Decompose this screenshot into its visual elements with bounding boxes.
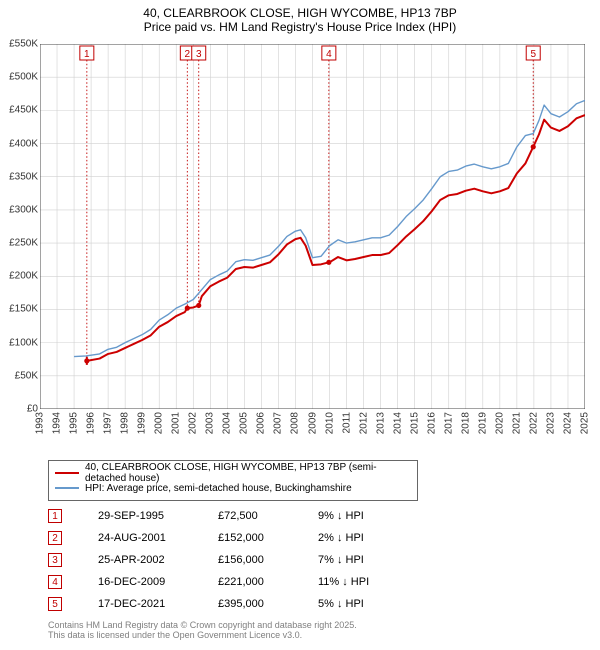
svg-text:1: 1 bbox=[84, 49, 90, 60]
x-tick-label: 2025 bbox=[580, 412, 591, 434]
cell-date: 25-APR-2002 bbox=[98, 554, 218, 566]
y-tick-label: £300K bbox=[9, 204, 38, 215]
svg-text:5: 5 bbox=[530, 49, 536, 60]
x-tick-label: 2004 bbox=[222, 412, 233, 434]
cell-price: £72,500 bbox=[218, 510, 318, 522]
x-tick-label: 2023 bbox=[545, 412, 556, 434]
marker-number-box: 3 bbox=[48, 553, 62, 567]
marker-number-box: 4 bbox=[48, 575, 62, 589]
x-tick-label: 2001 bbox=[171, 412, 182, 434]
attribution: Contains HM Land Registry data © Crown c… bbox=[48, 620, 357, 640]
title-block: 40, CLEARBROOK CLOSE, HIGH WYCOMBE, HP13… bbox=[0, 0, 600, 38]
x-tick-label: 2015 bbox=[409, 412, 420, 434]
x-tick-label: 1997 bbox=[103, 412, 114, 434]
svg-text:3: 3 bbox=[196, 49, 202, 60]
y-tick-label: £250K bbox=[9, 238, 38, 249]
y-tick-label: £500K bbox=[9, 72, 38, 83]
y-tick-label: £150K bbox=[9, 304, 38, 315]
x-tick-label: 2010 bbox=[324, 412, 335, 434]
marker-number-box: 1 bbox=[48, 509, 62, 523]
table-row: 1 29-SEP-1995£72,5009% ↓ HPI bbox=[48, 505, 418, 527]
cell-diff: 2% ↓ HPI bbox=[318, 532, 418, 544]
cell-price: £395,000 bbox=[218, 598, 318, 610]
y-tick-label: £100K bbox=[9, 337, 38, 348]
attribution-line-2: This data is licensed under the Open Gov… bbox=[48, 630, 357, 640]
y-tick-label: £350K bbox=[9, 171, 38, 182]
x-tick-label: 1993 bbox=[35, 412, 46, 434]
x-tick-label: 2024 bbox=[562, 412, 573, 434]
x-tick-label: 2020 bbox=[494, 412, 505, 434]
cell-diff: 7% ↓ HPI bbox=[318, 554, 418, 566]
chart-area: 12345 bbox=[40, 44, 585, 409]
cell-price: £152,000 bbox=[218, 532, 318, 544]
x-tick-label: 2017 bbox=[443, 412, 454, 434]
x-tick-label: 2003 bbox=[205, 412, 216, 434]
x-tick-label: 2018 bbox=[460, 412, 471, 434]
x-tick-label: 2022 bbox=[528, 412, 539, 434]
x-tick-label: 2009 bbox=[307, 412, 318, 434]
cell-price: £156,000 bbox=[218, 554, 318, 566]
x-tick-label: 2005 bbox=[239, 412, 250, 434]
x-tick-label: 2006 bbox=[256, 412, 267, 434]
cell-diff: 9% ↓ HPI bbox=[318, 510, 418, 522]
svg-text:4: 4 bbox=[326, 49, 332, 60]
x-tick-label: 2007 bbox=[273, 412, 284, 434]
table-row: 3 25-APR-2002£156,0007% ↓ HPI bbox=[48, 549, 418, 571]
x-tick-label: 2012 bbox=[358, 412, 369, 434]
cell-date: 24-AUG-2001 bbox=[98, 532, 218, 544]
x-tick-label: 2002 bbox=[188, 412, 199, 434]
legend-label: 40, CLEARBROOK CLOSE, HIGH WYCOMBE, HP13… bbox=[85, 462, 411, 484]
legend: 40, CLEARBROOK CLOSE, HIGH WYCOMBE, HP13… bbox=[48, 460, 418, 501]
legend-row: 40, CLEARBROOK CLOSE, HIGH WYCOMBE, HP13… bbox=[55, 466, 411, 480]
chart-svg: 12345 bbox=[40, 44, 585, 409]
x-tick-label: 1996 bbox=[86, 412, 97, 434]
marker-number-box: 5 bbox=[48, 597, 62, 611]
y-tick-label: £50K bbox=[15, 370, 38, 381]
title-line-2: Price paid vs. HM Land Registry's House … bbox=[0, 20, 600, 34]
cell-price: £221,000 bbox=[218, 576, 318, 588]
x-tick-label: 2011 bbox=[341, 412, 352, 434]
svg-text:2: 2 bbox=[185, 49, 191, 60]
x-tick-label: 1994 bbox=[52, 412, 63, 434]
x-tick-label: 2000 bbox=[154, 412, 165, 434]
attribution-line-1: Contains HM Land Registry data © Crown c… bbox=[48, 620, 357, 630]
x-tick-label: 1998 bbox=[120, 412, 131, 434]
x-tick-label: 2019 bbox=[477, 412, 488, 434]
transaction-table: 129-SEP-1995£72,5009% ↓ HPI224-AUG-2001£… bbox=[48, 505, 418, 615]
y-tick-label: £450K bbox=[9, 105, 38, 116]
title-line-1: 40, CLEARBROOK CLOSE, HIGH WYCOMBE, HP13… bbox=[0, 6, 600, 20]
x-tick-label: 2021 bbox=[511, 412, 522, 434]
y-tick-label: £200K bbox=[9, 271, 38, 282]
cell-diff: 5% ↓ HPI bbox=[318, 598, 418, 610]
y-tick-label: £400K bbox=[9, 138, 38, 149]
table-row: 2 24-AUG-2001£152,0002% ↓ HPI bbox=[48, 527, 418, 549]
table-row: 5 17-DEC-2021£395,0005% ↓ HPI bbox=[48, 593, 418, 615]
x-tick-label: 1995 bbox=[69, 412, 80, 434]
x-tick-label: 2013 bbox=[375, 412, 386, 434]
chart-container: 40, CLEARBROOK CLOSE, HIGH WYCOMBE, HP13… bbox=[0, 0, 600, 650]
cell-diff: 11% ↓ HPI bbox=[318, 576, 418, 588]
x-tick-label: 2014 bbox=[392, 412, 403, 434]
x-tick-label: 2008 bbox=[290, 412, 301, 434]
table-row: 4 16-DEC-2009£221,00011% ↓ HPI bbox=[48, 571, 418, 593]
legend-label: HPI: Average price, semi-detached house,… bbox=[85, 483, 352, 494]
x-tick-label: 1999 bbox=[137, 412, 148, 434]
cell-date: 16-DEC-2009 bbox=[98, 576, 218, 588]
cell-date: 17-DEC-2021 bbox=[98, 598, 218, 610]
marker-number-box: 2 bbox=[48, 531, 62, 545]
cell-date: 29-SEP-1995 bbox=[98, 510, 218, 522]
y-tick-label: £550K bbox=[9, 39, 38, 50]
legend-swatch bbox=[55, 487, 79, 489]
legend-swatch bbox=[55, 472, 79, 474]
x-tick-label: 2016 bbox=[426, 412, 437, 434]
